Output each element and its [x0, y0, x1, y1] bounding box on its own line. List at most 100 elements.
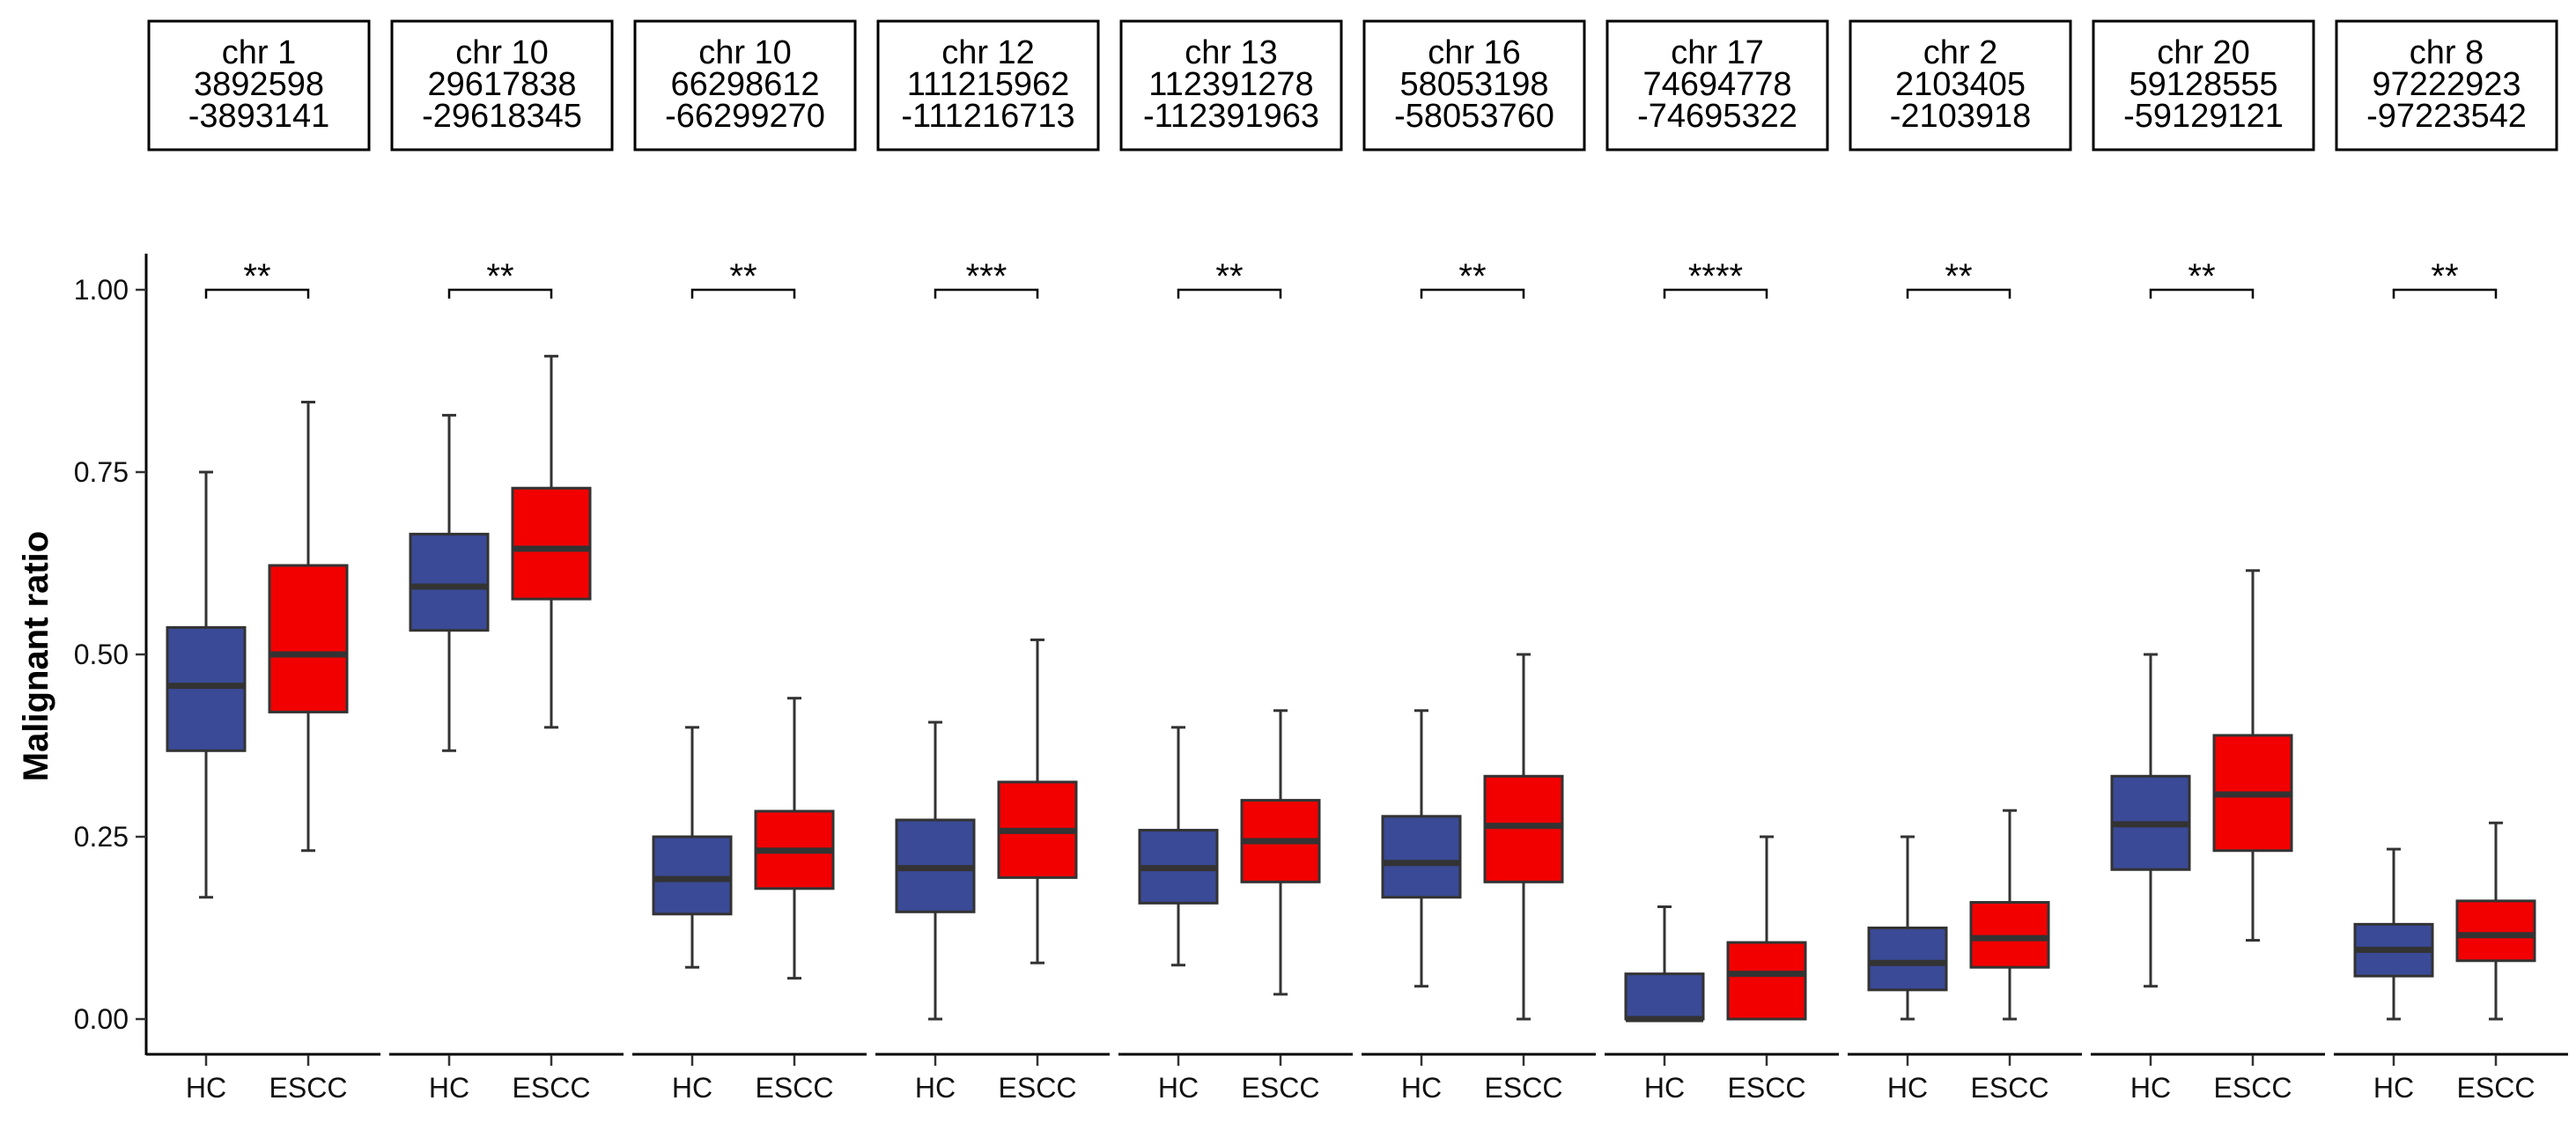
strip-label: -112391963	[1143, 98, 1319, 135]
strip-label: 29617838	[427, 66, 576, 103]
x-tick-label: HC	[2373, 1072, 2414, 1104]
strip-label: -111216713	[901, 98, 1074, 135]
box-hc	[2110, 653, 2191, 988]
significance-label: ***	[966, 257, 1008, 296]
significance-bracket: ***	[934, 257, 1039, 299]
strip-label: chr 12	[941, 34, 1035, 71]
bracket-line	[934, 288, 1039, 299]
bracket-line	[447, 288, 553, 299]
significance-bracket: **	[2392, 257, 2498, 299]
box-escc	[754, 697, 835, 980]
box-iqr	[1624, 972, 1705, 1021]
box-hc	[2353, 847, 2434, 1021]
x-tick-label: HC	[2130, 1072, 2171, 1104]
x-tick-label: HC	[186, 1072, 226, 1104]
box-escc	[2455, 821, 2536, 1021]
bracket-line	[1177, 288, 1282, 299]
x-tick-label: ESCC	[756, 1072, 834, 1104]
box-iqr	[1381, 815, 1462, 899]
strip-box	[1119, 19, 1343, 151]
x-tick-label: HC	[1401, 1072, 1442, 1104]
significance-bracket: **	[690, 257, 796, 299]
strip-label: chr 13	[1185, 34, 1278, 71]
box-escc	[997, 638, 1078, 964]
strip-label: chr 2	[1923, 34, 1997, 71]
strip-label: chr 17	[1671, 34, 1764, 71]
y-axis: 0.00 0.25 0.50 0.75 1.00	[74, 254, 148, 1055]
box-escc	[1726, 835, 1807, 1021]
box-iqr	[1867, 927, 1948, 992]
significance-label: **	[729, 257, 757, 296]
strip-label: 112391278	[1148, 66, 1313, 103]
x-tick-label: HC	[1887, 1072, 1928, 1104]
strip-label: -29618345	[422, 98, 582, 135]
strip-label: chr 20	[2157, 34, 2250, 71]
box-escc	[268, 401, 349, 853]
box-hc	[652, 726, 733, 969]
strip-label: chr 8	[2410, 34, 2484, 71]
x-tick-label: HC	[1158, 1072, 1199, 1104]
strip-label: 3892598	[194, 66, 324, 103]
strip-box	[876, 19, 1100, 151]
x-tick-label: HC	[672, 1072, 712, 1104]
y-tick-label: 1.00	[74, 274, 129, 306]
y-tick-label: 0.00	[74, 1003, 129, 1035]
strip-label: -2103918	[1890, 98, 2032, 135]
strip-label: 2103405	[1895, 66, 2026, 103]
box-escc	[2212, 569, 2293, 942]
significance-label: **	[2431, 257, 2458, 296]
box-iqr	[511, 486, 592, 601]
bracket-line	[1663, 288, 1768, 299]
bracket-line	[2392, 288, 2498, 299]
y-tick-label: 0.25	[74, 821, 129, 853]
significance-label: **	[1215, 257, 1243, 296]
x-tick-label: ESCC	[2457, 1072, 2535, 1104]
y-axis-title: Malignant ratio	[17, 531, 55, 781]
box-hc	[166, 470, 247, 899]
x-tick-label: ESCC	[513, 1072, 591, 1104]
box-iqr	[409, 532, 490, 632]
significance-label: **	[1458, 257, 1486, 296]
strip-label: chr 10	[455, 34, 549, 71]
strip-box	[1849, 19, 2072, 151]
bracket-line	[2149, 288, 2255, 299]
significance-bracket: **	[204, 257, 310, 299]
x-tick-label: HC	[429, 1072, 469, 1104]
box-hc	[1138, 726, 1219, 967]
strip-box	[147, 19, 371, 151]
significance-bracket: **	[1906, 257, 2011, 299]
strip-label: 97222923	[2372, 66, 2521, 103]
strip-label: -66299270	[665, 98, 825, 135]
strip-label: chr 10	[698, 34, 792, 71]
box-escc	[511, 354, 592, 729]
x-tick-label: ESCC	[1485, 1072, 1563, 1104]
strip-box	[633, 19, 857, 151]
strip-label: chr 1	[222, 34, 296, 71]
strip-label: 59128555	[2129, 66, 2277, 103]
strip-label: chr 16	[1428, 34, 1521, 71]
box-iqr	[1726, 941, 1807, 1021]
significance-label: **	[243, 257, 270, 296]
box-iqr	[166, 625, 247, 752]
significance-bracket: **	[1177, 257, 1282, 299]
box-hc	[1624, 905, 1705, 1023]
significance-bracket: ****	[1663, 257, 1768, 299]
strip-label: -3893141	[188, 98, 330, 135]
bracket-line	[204, 288, 310, 299]
y-tick-label: 0.75	[74, 456, 129, 488]
significance-label: **	[486, 257, 513, 296]
significance-bracket: **	[2149, 257, 2255, 299]
x-tick-label: ESCC	[999, 1072, 1077, 1104]
